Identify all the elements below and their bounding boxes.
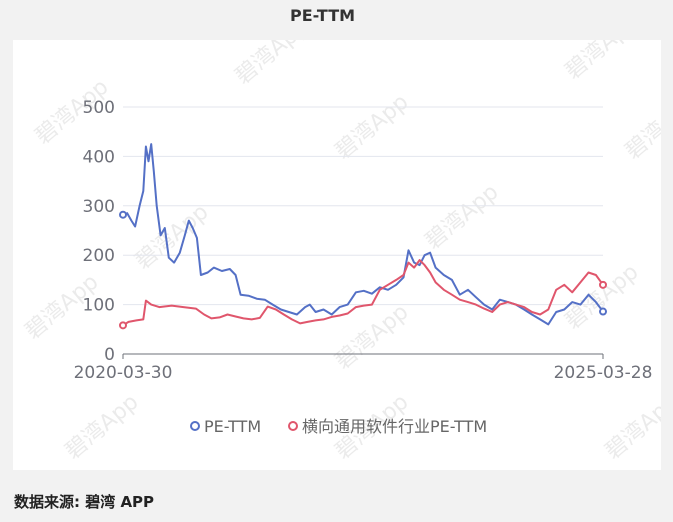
series-line-pe-ttm — [122, 143, 604, 326]
legend-marker-icon — [190, 421, 200, 431]
legend-marker-icon — [288, 421, 298, 431]
watermark-text: 碧湾App — [231, 40, 314, 90]
y-tick-label: 100 — [83, 296, 115, 316]
series-line-industry-pe-ttm — [122, 259, 604, 327]
legend-label: PE-TTM — [204, 417, 261, 436]
y-tick-label: 200 — [83, 246, 115, 266]
y-tick-label: 400 — [83, 147, 115, 167]
chart-title: PE-TTM — [289, 6, 356, 25]
y-tick-label: 500 — [83, 98, 115, 118]
watermark-text: 碧湾App — [421, 180, 504, 255]
legend-item-pe-ttm[interactable]: PE-TTM — [190, 417, 261, 436]
y-tick-label: 0 — [104, 345, 115, 365]
watermark-text: 碧湾App — [561, 40, 644, 85]
legend-item-industry-pe-ttm[interactable]: 横向通用软件行业PE-TTM — [288, 417, 487, 436]
x-tick-label: 2020-03-30 — [74, 363, 173, 383]
watermark-text: 碧湾App — [331, 90, 414, 165]
data-source: 数据来源: 碧湾 APP — [14, 493, 155, 511]
series-endpoint-marker — [599, 307, 607, 316]
legend-label: 横向通用软件行业PE-TTM — [302, 417, 487, 436]
series-endpoint-marker — [119, 321, 127, 330]
watermark-text: 碧湾App — [61, 390, 144, 465]
watermark-text: 碧湾App — [621, 90, 661, 165]
x-tick-label: 2025-03-28 — [554, 363, 653, 383]
y-tick-label: 300 — [83, 197, 115, 217]
watermark-text: 碧湾App — [601, 390, 661, 465]
chart-panel: 碧湾App 碧湾App 碧湾App 碧湾App 碧湾App 碧湾App 碧湾App 碧湾App… — [13, 40, 661, 470]
series-endpoint-marker — [599, 280, 607, 289]
pe-ttm-chart: 碧湾App碧湾App碧湾App碧湾App碧湾App碧湾App碧湾App碧湾App… — [21, 40, 661, 465]
watermark-text: 碧湾App — [331, 300, 414, 375]
watermark-text: 碧湾App — [131, 200, 214, 275]
series-endpoint-marker — [119, 210, 127, 219]
watermark-text: 碧湾App — [561, 260, 644, 335]
